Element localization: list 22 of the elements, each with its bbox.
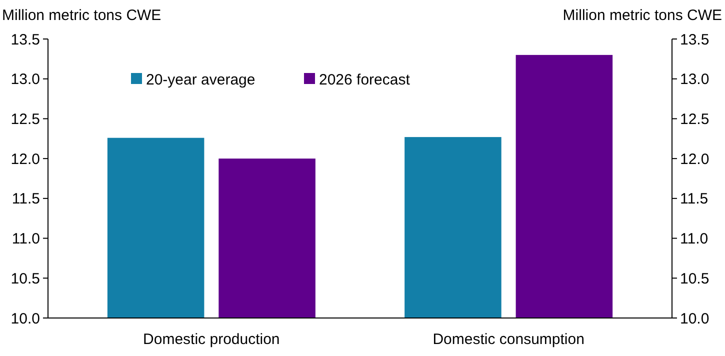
y-tick-label: 13.0 — [10, 71, 40, 88]
y2-tick-label: 12.5 — [680, 110, 710, 128]
y-tick-label: 10.5 — [10, 270, 40, 288]
x-tick-label: Domestic production — [143, 331, 280, 348]
y2-tick-label: 10.5 — [680, 270, 710, 288]
y2-tick-label: 13.0 — [680, 71, 710, 88]
legend-label: 2026 forecast — [319, 71, 411, 88]
y-tick-label: 13.5 — [10, 31, 40, 48]
x-tick-label: Domestic consumption — [432, 331, 584, 348]
y-tick-label: 12.0 — [10, 150, 40, 168]
legend-label: 20-year average — [146, 71, 256, 88]
y2-tick-label: 10.0 — [680, 310, 710, 328]
y-tick-label: 10.0 — [10, 310, 40, 328]
y2-tick-label: 11.5 — [680, 190, 708, 208]
y2-tick-label: 11.0 — [680, 230, 708, 248]
y-tick-label: 11.5 — [12, 190, 40, 208]
y2-tick-label: 13.5 — [680, 31, 710, 48]
y-tick-label: 12.5 — [10, 110, 40, 128]
y2-tick-label: 12.0 — [680, 150, 710, 168]
y2-axis-title: Million metric tons CWE — [562, 7, 722, 24]
y-tick-label: 11.0 — [12, 230, 40, 248]
y-axis-title: Million metric tons CWE — [2, 7, 162, 24]
